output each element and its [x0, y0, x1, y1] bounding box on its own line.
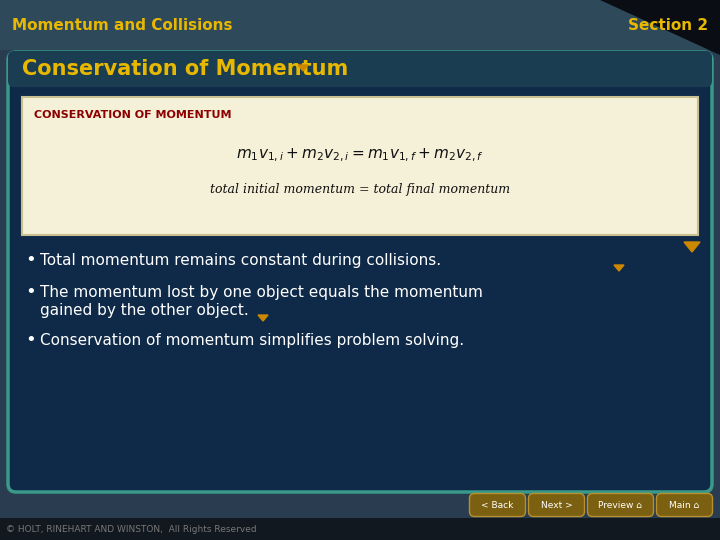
- Text: Momentum and Collisions: Momentum and Collisions: [12, 17, 233, 32]
- Bar: [0, 0, 720, 50]
- Text: total initial momentum = total final momentum: total initial momentum = total final mom…: [210, 184, 510, 197]
- Text: < Back: < Back: [481, 501, 513, 510]
- Bar: [0, 518, 720, 540]
- FancyBboxPatch shape: [8, 51, 712, 87]
- FancyBboxPatch shape: [528, 494, 585, 516]
- Polygon shape: [684, 242, 700, 252]
- FancyBboxPatch shape: [469, 494, 526, 516]
- FancyBboxPatch shape: [8, 52, 712, 492]
- FancyBboxPatch shape: [22, 97, 698, 235]
- Text: Preview ⌂: Preview ⌂: [598, 501, 642, 510]
- Text: •: •: [25, 251, 36, 269]
- Text: •: •: [25, 331, 36, 349]
- Text: Main ⌂: Main ⌂: [670, 501, 700, 510]
- Text: Next >: Next >: [541, 501, 572, 510]
- Polygon shape: [258, 315, 268, 321]
- FancyBboxPatch shape: [588, 494, 654, 516]
- FancyBboxPatch shape: [657, 494, 713, 516]
- Text: The momentum lost by one object equals the momentum: The momentum lost by one object equals t…: [40, 285, 483, 300]
- Bar: [0, 492, 720, 518]
- Text: Conservation of Momentum: Conservation of Momentum: [22, 59, 348, 79]
- Text: gained by the other object.: gained by the other object.: [40, 302, 248, 318]
- Text: CONSERVATION OF MOMENTUM: CONSERVATION OF MOMENTUM: [34, 110, 232, 120]
- Text: $m_1\mathit{v}_{1,i} + m_2\mathit{v}_{2,i} = m_1\mathit{v}_{1,f} + m_2\mathit{v}: $m_1\mathit{v}_{1,i} + m_2\mathit{v}_{2,…: [236, 146, 484, 164]
- Text: Section 2: Section 2: [628, 17, 708, 32]
- Text: © HOLT, RINEHART AND WINSTON,  All Rights Reserved: © HOLT, RINEHART AND WINSTON, All Rights…: [6, 524, 256, 534]
- Polygon shape: [600, 0, 720, 55]
- Polygon shape: [614, 265, 624, 271]
- Polygon shape: [298, 65, 308, 71]
- Text: Total momentum remains constant during collisions.: Total momentum remains constant during c…: [40, 253, 441, 267]
- Text: Conservation of momentum simplifies problem solving.: Conservation of momentum simplifies prob…: [40, 333, 464, 348]
- Text: •: •: [25, 283, 36, 301]
